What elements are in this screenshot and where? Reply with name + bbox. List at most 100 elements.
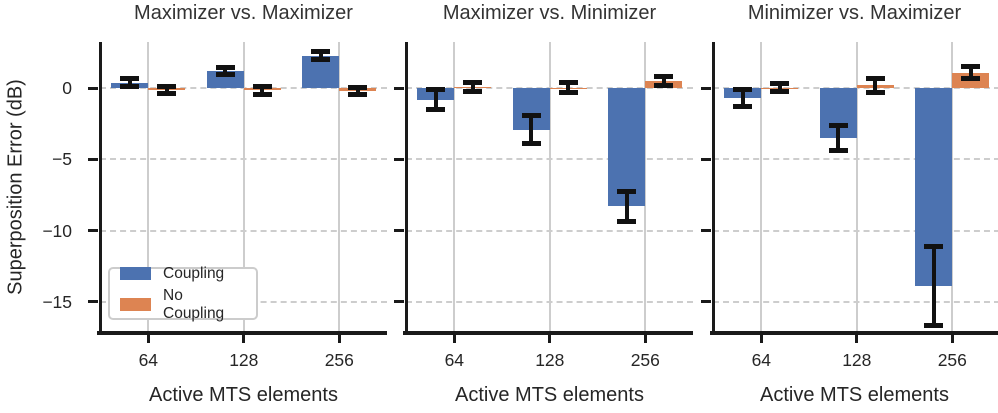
horizontal-gridline <box>713 158 998 161</box>
errorbar-cap <box>463 80 483 86</box>
errorbar-cap <box>157 90 177 96</box>
errorbar-cap <box>252 83 272 89</box>
errorbar-cap <box>961 76 981 82</box>
vertical-gridline <box>644 42 647 333</box>
errorbar-line <box>164 86 169 94</box>
errorbar-line <box>355 87 360 95</box>
errorbar-line <box>223 67 228 75</box>
y-tick <box>88 229 98 233</box>
x-axis-spine <box>403 331 693 335</box>
errorbar-line <box>777 83 782 92</box>
errorbar-cap <box>348 92 368 98</box>
errorbar-cap <box>654 74 674 80</box>
errorbar-cap <box>558 90 578 96</box>
y-tick <box>88 300 98 304</box>
errorbar-line <box>661 76 666 86</box>
x-axis-label: Active MTS elements <box>149 384 338 406</box>
x-tick <box>759 335 763 343</box>
y-tick <box>394 229 404 233</box>
errorbar-line <box>968 66 973 79</box>
y-axis-spine <box>98 42 102 335</box>
errorbar-line <box>873 78 878 93</box>
vertical-gridline <box>548 42 551 333</box>
errorbar-cap <box>961 63 981 69</box>
errorbar-cap <box>654 82 674 88</box>
y-tick-label: −10 <box>42 220 72 241</box>
horizontal-gridline <box>406 229 693 232</box>
x-tick-label: 256 <box>937 350 967 370</box>
errorbar-cap <box>617 218 637 224</box>
y-tick <box>701 86 711 90</box>
vertical-gridline <box>147 42 150 333</box>
bar-coupling-256 <box>608 88 646 207</box>
errorbar-cap <box>828 123 848 129</box>
panel-title-maximizer-vs-maximizer: Maximizer vs. Maximizer <box>134 2 353 24</box>
errorbar-line <box>318 51 323 60</box>
legend-swatch-coupling-icon <box>120 267 151 280</box>
vertical-gridline <box>338 42 341 333</box>
y-tick <box>701 157 711 161</box>
errorbar-cap <box>426 87 446 93</box>
errorbar-cap <box>521 140 541 146</box>
legend-label-no-coupling: No Coupling <box>163 286 225 322</box>
y-axis-label: Superposition Error (dB) <box>4 79 27 295</box>
horizontal-gridline <box>713 229 998 232</box>
errorbar-cap <box>733 104 753 110</box>
panel-title-maximizer-vs-minimizer: Maximizer vs. Minimizer <box>442 2 657 24</box>
y-axis-spine <box>404 42 408 335</box>
y-tick <box>394 300 404 304</box>
vertical-gridline <box>760 42 763 333</box>
x-tick-label: 64 <box>444 350 465 370</box>
y-tick <box>701 229 711 233</box>
errorbar-line <box>529 115 534 144</box>
errorbar-line <box>624 191 629 222</box>
y-tick <box>394 86 404 90</box>
errorbar-cap <box>865 75 885 81</box>
y-axis-spine <box>711 42 715 335</box>
horizontal-gridline <box>406 300 693 303</box>
y-tick <box>88 157 98 161</box>
x-tick <box>337 335 341 343</box>
vertical-gridline <box>453 42 456 333</box>
errorbar-cap <box>733 87 753 93</box>
vertical-gridline <box>242 42 245 333</box>
x-axis-spine <box>97 331 387 335</box>
errorbar-cap <box>558 80 578 86</box>
errorbar-cap <box>311 57 331 63</box>
errorbar-line <box>470 82 475 92</box>
y-tick <box>701 300 711 304</box>
x-tick <box>950 335 954 343</box>
errorbar-cap <box>157 83 177 89</box>
errorbar-cap <box>924 323 944 329</box>
errorbar-cap <box>120 76 140 82</box>
horizontal-gridline <box>406 158 693 161</box>
legend: Coupling No Coupling <box>108 265 258 322</box>
errorbar-line <box>931 246 936 326</box>
legend-swatch-no-coupling-icon <box>120 298 151 311</box>
errorbar-cap <box>311 48 331 54</box>
errorbar-cap <box>426 107 446 113</box>
errorbar-cap <box>521 113 541 119</box>
errorbar-cap <box>463 88 483 94</box>
errorbar-line <box>260 86 265 95</box>
errorbar-cap <box>617 188 637 194</box>
errorbar-cap <box>828 147 848 153</box>
errorbar-line <box>566 82 571 93</box>
x-tick <box>146 335 150 343</box>
y-tick-label: 0 <box>62 78 72 99</box>
errorbar-cap <box>252 92 272 98</box>
x-tick-label: 256 <box>630 350 660 370</box>
y-tick <box>394 157 404 161</box>
errorbar-line <box>433 89 438 110</box>
x-tick-label: 128 <box>842 350 872 370</box>
horizontal-gridline <box>100 158 387 161</box>
y-tick-label: −15 <box>42 291 72 312</box>
x-tick-label: 256 <box>324 350 354 370</box>
x-tick-label: 128 <box>535 350 565 370</box>
y-tick-label: −5 <box>52 149 72 170</box>
errorbar-cap <box>215 65 235 71</box>
errorbar-cap <box>120 83 140 89</box>
x-tick <box>548 335 552 343</box>
legend-item-coupling: Coupling <box>120 265 246 283</box>
x-tick <box>452 335 456 343</box>
